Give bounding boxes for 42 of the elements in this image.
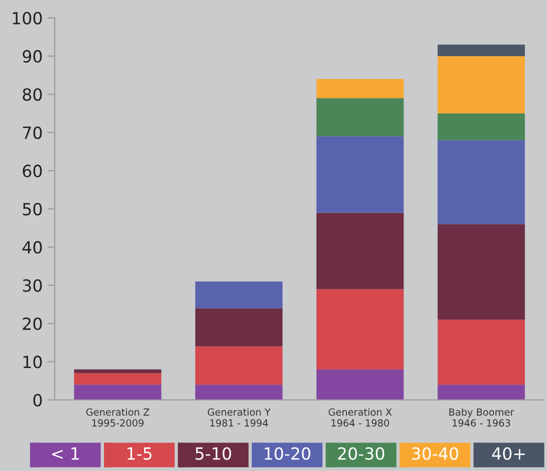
- bar: [74, 384, 162, 400]
- y-tick-label: 0: [33, 394, 42, 406]
- bar: [74, 369, 162, 374]
- y-tick-label: 40: [22, 241, 42, 254]
- y-tick-label: 60: [22, 164, 42, 178]
- bar: [195, 308, 283, 346]
- bar: [438, 140, 525, 224]
- bar: [438, 320, 525, 385]
- x-tick-label: Generation X 1964 - 1980: [328, 408, 392, 427]
- bar: [316, 289, 404, 370]
- bar: [316, 79, 404, 98]
- bar: [438, 113, 525, 140]
- y-tick-label: 30: [22, 279, 42, 292]
- bar: [438, 44, 525, 56]
- y-tick-label: 20: [22, 317, 42, 330]
- legend-label: 40+: [492, 447, 525, 460]
- y-tick-label: 90: [22, 50, 42, 63]
- bar: [438, 56, 525, 114]
- bar: [316, 136, 404, 213]
- legend-label: 5-10: [196, 447, 232, 460]
- bar: [438, 224, 525, 320]
- y-tick-label: 50: [22, 202, 42, 216]
- y-tick-label: 70: [23, 126, 42, 140]
- legend-label: 30-40: [412, 447, 458, 460]
- x-tick-label: Generation Y 1981 - 1994: [208, 408, 271, 427]
- bar: [195, 281, 283, 308]
- legend-label: < 1: [52, 447, 79, 460]
- x-tick-label: Generation Z 1995-2009: [86, 408, 150, 427]
- x-tick-label: Baby Boomer 1946 - 1963: [449, 408, 514, 427]
- legend-label: 10-20: [264, 447, 310, 460]
- bar: [195, 346, 283, 385]
- y-tick-label: 100: [12, 12, 42, 24]
- bar: [195, 384, 283, 400]
- y-tick-label: 10: [24, 356, 42, 368]
- legend-label: 20-30: [338, 447, 384, 460]
- bar: [316, 212, 404, 290]
- bar: [316, 369, 404, 400]
- bar: [438, 384, 525, 400]
- legend-label: 1-5: [128, 447, 152, 460]
- y-tick-label: 80: [22, 88, 42, 101]
- bar: [316, 98, 404, 136]
- bar: [74, 373, 162, 385]
